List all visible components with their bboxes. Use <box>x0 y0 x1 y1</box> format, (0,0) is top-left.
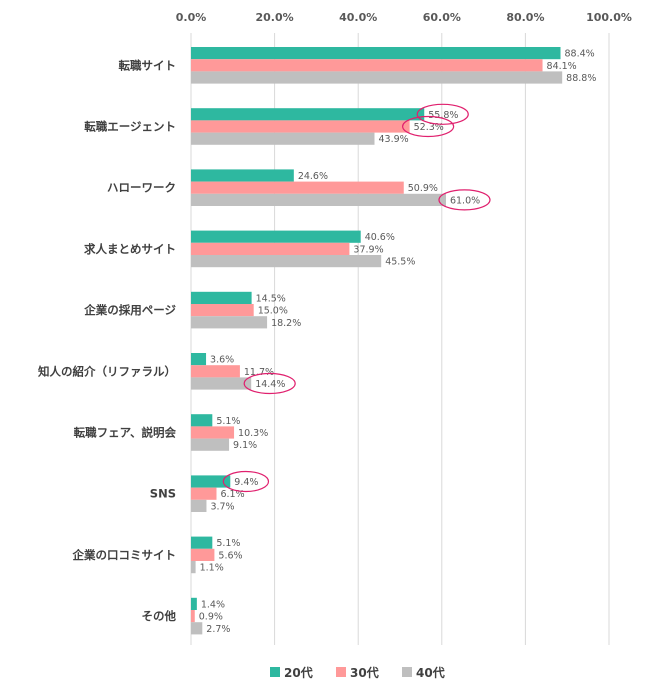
bar <box>191 622 203 635</box>
data-label: 11.7% <box>244 367 274 378</box>
data-label: 88.8% <box>566 73 596 84</box>
data-label: 37.9% <box>353 244 383 255</box>
data-label: 5.1% <box>216 538 240 549</box>
data-label: 61.0% <box>450 195 480 206</box>
data-label: 6.1% <box>220 489 244 500</box>
bar <box>191 291 252 304</box>
x-tick-label: 40.0% <box>339 11 377 24</box>
bar <box>191 610 195 623</box>
x-tick-label: 80.0% <box>506 11 544 24</box>
bar <box>191 304 254 317</box>
bar <box>191 108 425 121</box>
data-label: 84.1% <box>547 61 577 72</box>
legend-swatch <box>270 667 280 677</box>
bar <box>191 597 197 610</box>
data-label: 55.8% <box>428 110 458 121</box>
data-label: 1.1% <box>200 563 224 574</box>
x-tick-label: 100.0% <box>586 11 632 24</box>
x-tick-label: 0.0% <box>176 11 207 24</box>
bar <box>191 242 350 255</box>
x-tick-label: 20.0% <box>256 11 294 24</box>
data-label: 0.9% <box>199 612 223 623</box>
legend-label: 40代 <box>416 665 445 680</box>
bar <box>191 255 382 268</box>
bar <box>191 120 410 133</box>
data-label: 14.5% <box>256 293 286 304</box>
data-label: 2.7% <box>206 624 230 635</box>
data-label: 52.3% <box>414 122 444 133</box>
bar <box>191 487 217 500</box>
bar <box>191 71 563 84</box>
legend-swatch <box>402 667 412 677</box>
bar <box>191 377 252 390</box>
bar <box>191 132 375 145</box>
data-label: 24.6% <box>298 171 328 182</box>
bar <box>191 59 543 72</box>
data-label: 15.0% <box>258 306 288 317</box>
data-label: 3.6% <box>210 355 234 366</box>
category-label: SNS <box>150 487 176 501</box>
x-axis-ticks: 0.0% 20.0% 40.0% 60.0% 80.0% 100.0% <box>176 11 632 24</box>
data-label: 3.7% <box>210 501 234 512</box>
category-label: 転職サイト <box>119 58 177 72</box>
bar <box>191 499 207 512</box>
data-label: 50.9% <box>408 183 438 194</box>
bar <box>191 47 561 60</box>
bar <box>191 438 230 451</box>
bar <box>191 548 215 561</box>
legend-label: 30代 <box>350 665 379 680</box>
bar <box>191 316 268 329</box>
category-label: 転職エージェント <box>84 120 176 134</box>
category-label: 転職フェア、説明会 <box>74 426 177 440</box>
highlight-circle <box>438 189 491 211</box>
category-label: 知人の紹介（リファラル） <box>37 364 176 378</box>
category-label: 求人まとめサイト <box>84 242 176 256</box>
data-label: 5.6% <box>218 550 242 561</box>
bar <box>191 169 294 182</box>
bar <box>191 426 235 439</box>
data-label: 18.2% <box>271 318 301 329</box>
bars <box>191 47 563 635</box>
data-label: 5.1% <box>216 416 240 427</box>
data-label: 40.6% <box>365 232 395 243</box>
data-label: 45.5% <box>385 257 415 268</box>
data-label: 1.4% <box>201 599 225 610</box>
legend-label: 20代 <box>284 665 313 680</box>
category-label: 企業の採用ページ <box>83 303 176 317</box>
highlight-circle <box>402 115 455 138</box>
bar <box>191 414 213 427</box>
highlight-circle <box>416 103 469 125</box>
category-label: その他 <box>142 609 177 623</box>
bar <box>191 193 446 206</box>
data-labels: 88.4%84.1%88.8% 55.8%52.3% 43.9% 24.6% 50.9%… <box>199 49 597 635</box>
category-label: 企業の口コミサイト <box>72 548 177 562</box>
data-label: 9.4% <box>234 477 258 488</box>
category-labels: 転職サイト転職エージェントハローワーク求人まとめサイト企業の採用ページ知人の紹介… <box>37 58 176 623</box>
bar <box>191 365 240 378</box>
bar <box>191 181 404 194</box>
bar <box>191 536 213 549</box>
legend-swatch <box>336 667 346 677</box>
data-label: 43.9% <box>379 134 409 145</box>
category-label: ハローワーク <box>107 181 176 195</box>
data-label: 88.4% <box>565 49 595 60</box>
x-tick-label: 60.0% <box>423 11 461 24</box>
bar <box>191 353 207 366</box>
highlight-circle <box>222 470 270 493</box>
data-label: 14.4% <box>255 379 285 390</box>
bar <box>191 230 361 243</box>
data-label: 10.3% <box>238 428 268 439</box>
legend: 20代 30代 40代 <box>270 665 445 680</box>
data-label: 9.1% <box>233 440 257 451</box>
highlight-circle <box>243 372 296 395</box>
bar <box>191 561 196 574</box>
bar <box>191 475 231 488</box>
highlight-circles <box>222 103 491 493</box>
